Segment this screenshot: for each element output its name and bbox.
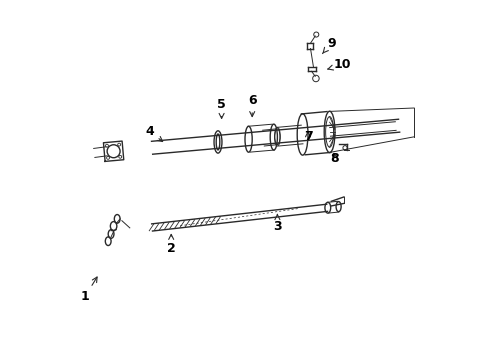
Text: 5: 5	[217, 98, 226, 118]
Text: 4: 4	[145, 125, 163, 141]
Text: 7: 7	[304, 130, 313, 143]
Text: 8: 8	[331, 152, 339, 165]
Text: 1: 1	[80, 277, 97, 303]
Text: 9: 9	[322, 37, 336, 54]
Text: 3: 3	[273, 214, 282, 233]
Text: 6: 6	[248, 94, 256, 117]
Text: 2: 2	[167, 234, 175, 255]
Text: 10: 10	[328, 58, 351, 71]
